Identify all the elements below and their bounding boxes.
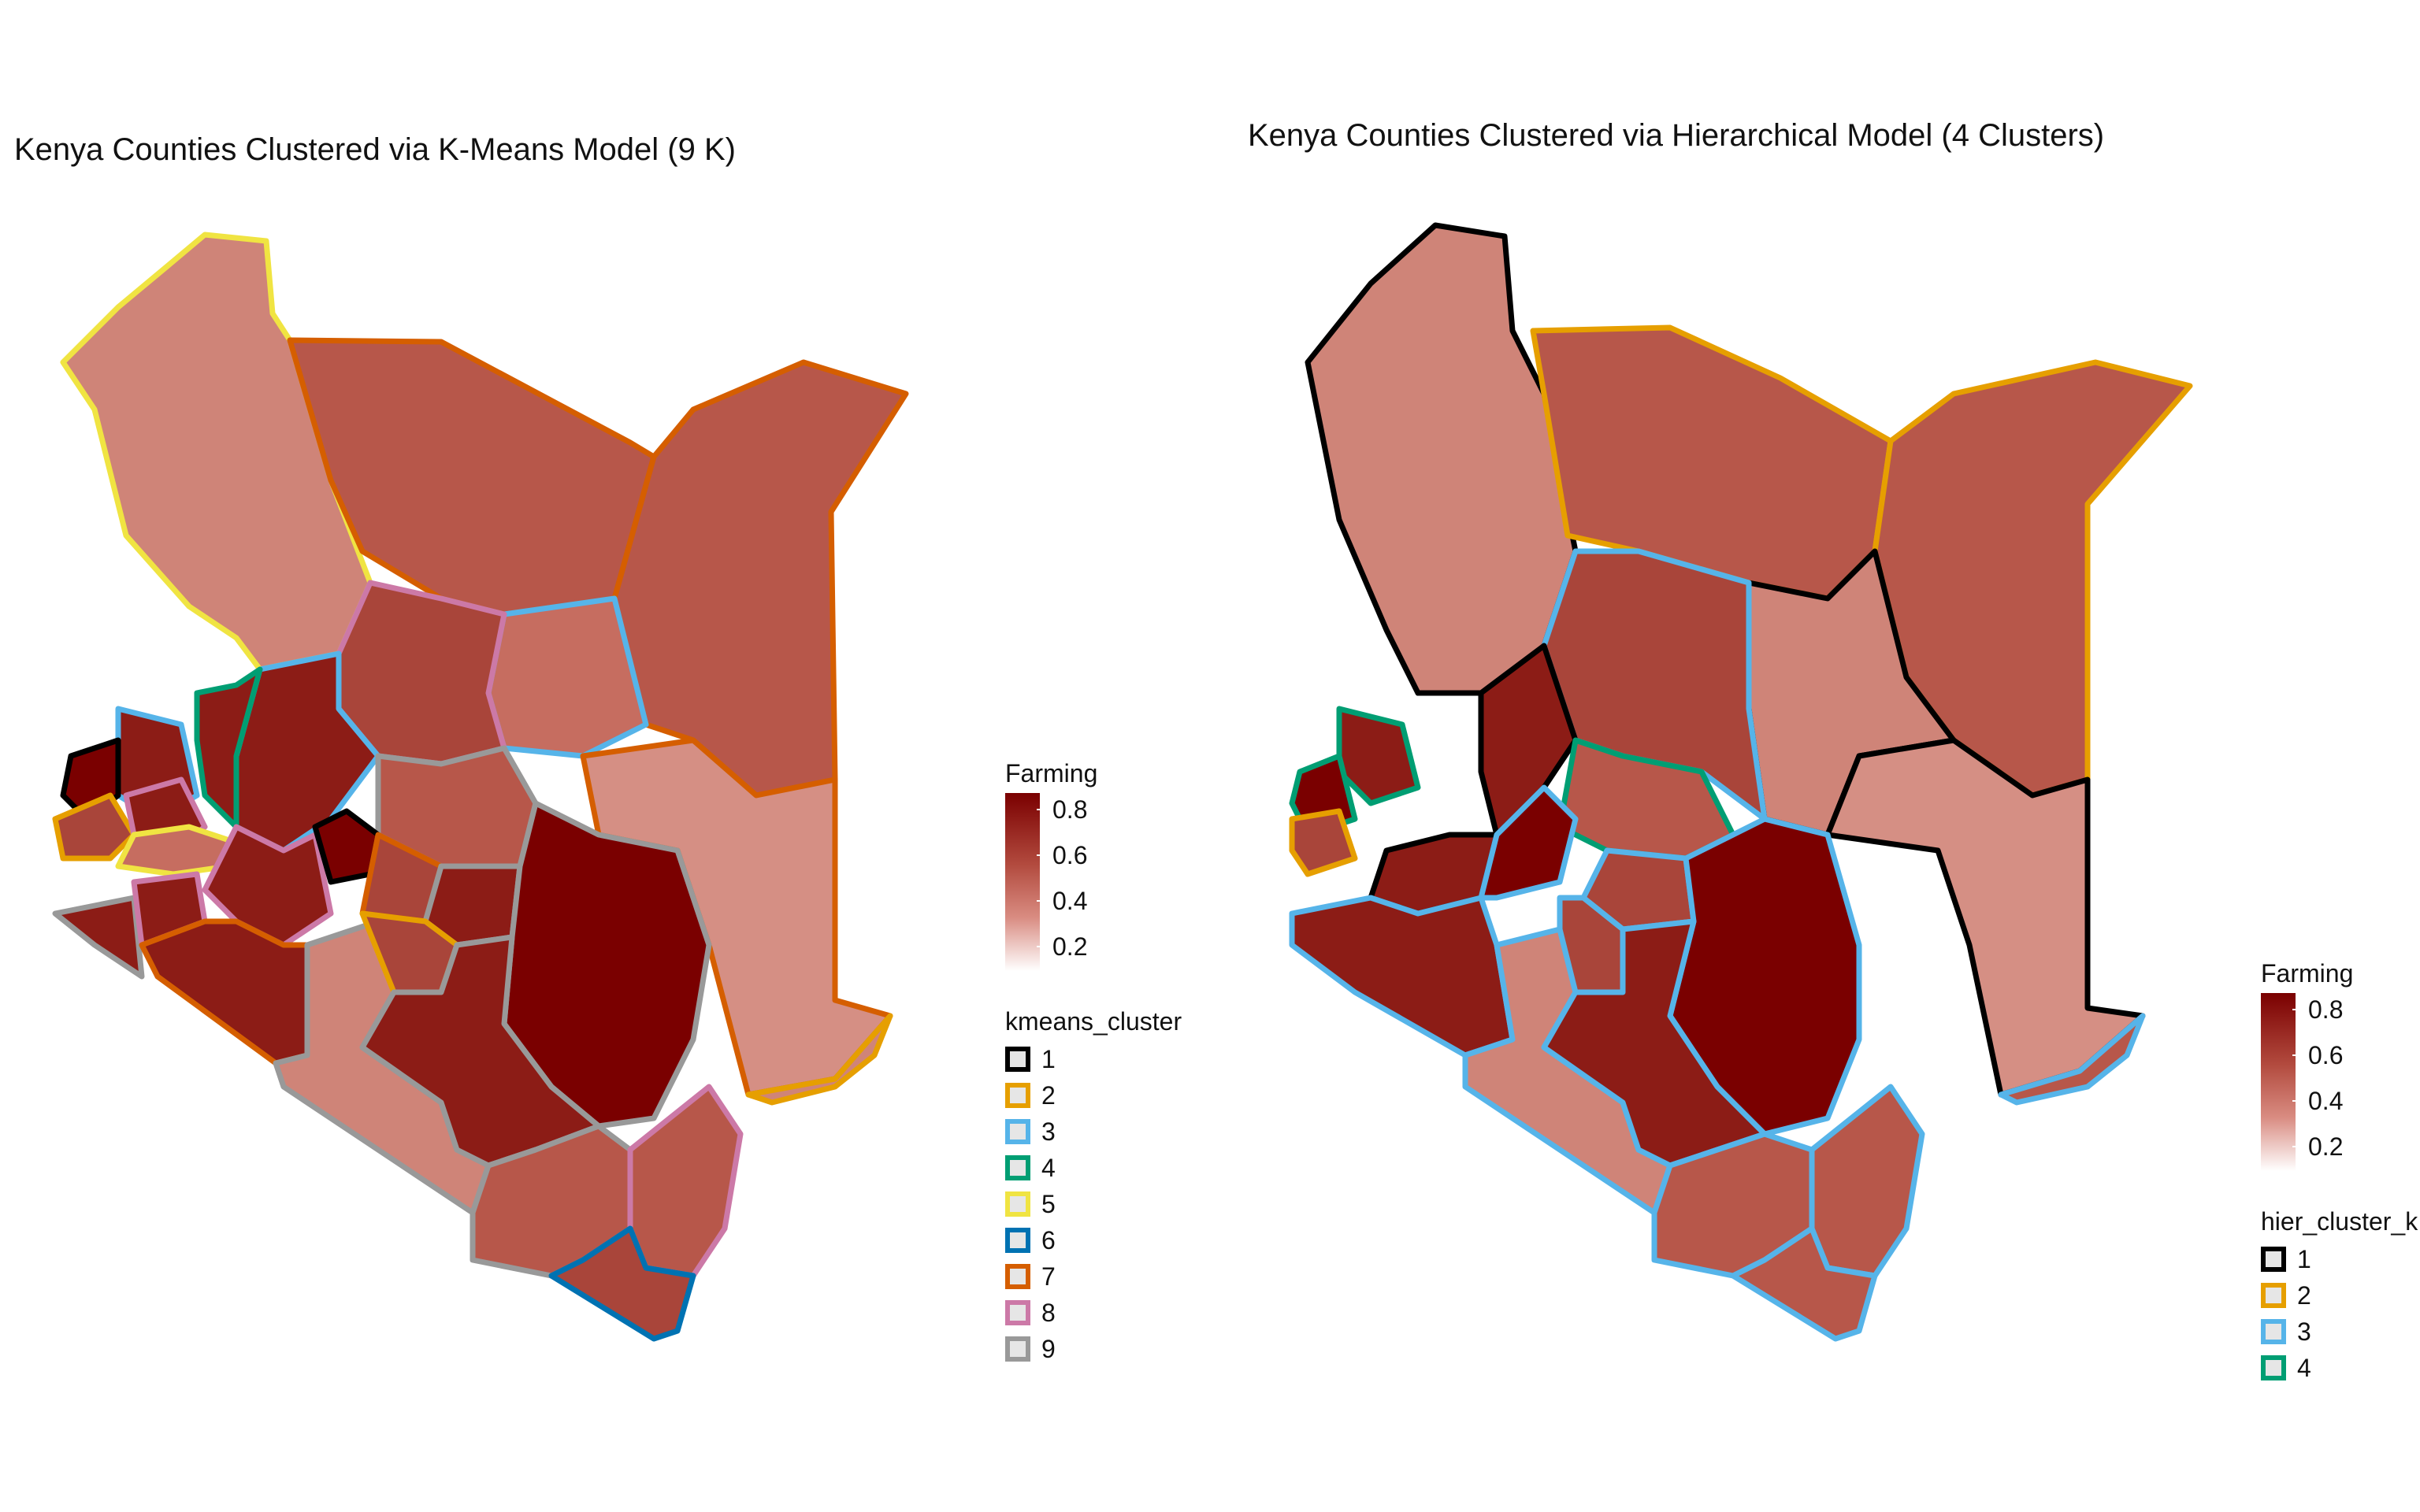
cluster-swatch <box>2261 1319 2286 1344</box>
cluster-key-label: 9 <box>1041 1334 1056 1363</box>
cluster-key-9: 9 <box>1005 1331 1182 1367</box>
colorbar-tick-label: 0.2 <box>1052 932 1088 961</box>
county-narok <box>139 918 318 1066</box>
legend-cluster-title: hier_cluster_k <box>2261 1207 2418 1236</box>
legend-cluster-title: kmeans_cluster <box>1005 1007 1182 1036</box>
legend-fill-title: Farming <box>1005 759 1098 788</box>
cluster-key-label: 3 <box>1041 1117 1056 1146</box>
cluster-swatch <box>1005 1155 1030 1180</box>
colorbar-tick-label: 0.6 <box>1052 841 1088 869</box>
cluster-swatch <box>1005 1119 1030 1144</box>
legend-hierarchical: Farming 0.8 0.6 0.4 0.2 hier_cluster_k 1… <box>2261 959 2418 1386</box>
legend-kmeans: Farming 0.8 0.6 0.4 0.2 kmeans_cluster 1… <box>1005 759 1182 1367</box>
cluster-key-1: 1 <box>2261 1241 2418 1277</box>
cluster-key-4: 4 <box>2261 1350 2418 1386</box>
cluster-key-5: 5 <box>1005 1186 1182 1222</box>
cluster-key-list: 1 2 3 4 <box>2261 1241 2418 1386</box>
cluster-key-2: 2 <box>2261 1277 2418 1314</box>
cluster-swatch <box>1005 1047 1030 1072</box>
cluster-key-label: 7 <box>1041 1262 1056 1291</box>
county-narok-r <box>1289 895 1516 1058</box>
cluster-key-8: 8 <box>1005 1295 1182 1331</box>
legend-fill-title: Farming <box>2261 959 2354 988</box>
cluster-key-3: 3 <box>2261 1314 2418 1350</box>
map-title-kmeans: Kenya Counties Clustered via K-Means Mod… <box>14 132 736 167</box>
county-migori <box>52 895 145 980</box>
county-turkana-r <box>1305 222 1579 696</box>
cluster-swatch <box>1005 1264 1030 1289</box>
colorbar-tick-label: 0.2 <box>2308 1132 2344 1161</box>
cluster-key-list: 1 2 3 4 5 6 7 8 9 <box>1005 1041 1182 1367</box>
cluster-swatch <box>1005 1300 1030 1325</box>
farming-colorbar: 0.8 0.6 0.4 0.2 <box>1005 793 1182 974</box>
map-title-hierarchical: Kenya Counties Clustered via Hierarchica… <box>1248 118 2105 153</box>
county-turkana <box>60 232 373 673</box>
cluster-key-label: 8 <box>1041 1298 1056 1327</box>
county-mandera <box>611 359 909 799</box>
colorbar-tick-label: 0.8 <box>2308 995 2344 1024</box>
county-kwale <box>548 1225 696 1342</box>
cluster-key-1: 1 <box>1005 1041 1182 1077</box>
cluster-swatch <box>2261 1283 2286 1308</box>
colorbar-tick-label: 0.4 <box>2308 1087 2344 1115</box>
hierarchical-map <box>1289 222 2193 1342</box>
cluster-key-label: 2 <box>1041 1080 1056 1110</box>
colorbar-gradient <box>1005 793 1040 971</box>
cluster-key-label: 6 <box>1041 1225 1056 1254</box>
cluster-swatch <box>2261 1355 2286 1380</box>
county-siaya <box>52 792 137 862</box>
cluster-swatch <box>2261 1247 2286 1272</box>
cluster-key-4: 4 <box>1005 1150 1182 1186</box>
cluster-swatch <box>1005 1191 1030 1217</box>
farming-colorbar: 0.8 0.6 0.4 0.2 <box>2261 993 2418 1174</box>
cluster-swatch <box>1005 1228 1030 1253</box>
cluster-key-6: 6 <box>1005 1222 1182 1258</box>
cluster-key-3: 3 <box>1005 1114 1182 1150</box>
county-west-pokot-r <box>1336 706 1421 806</box>
county-mombasa <box>745 1013 893 1106</box>
cluster-key-label: 1 <box>1041 1044 1056 1073</box>
colorbar-tick-label: 0.8 <box>1052 795 1088 824</box>
kmeans-map <box>52 232 909 1342</box>
cluster-key-label: 2 <box>2297 1280 2311 1310</box>
county-west-pokot <box>194 666 263 830</box>
cluster-key-7: 7 <box>1005 1258 1182 1295</box>
cluster-key-label: 4 <box>1041 1153 1056 1182</box>
cluster-key-label: 5 <box>1041 1189 1056 1218</box>
cluster-swatch <box>1005 1336 1030 1362</box>
colorbar-tick-label: 0.4 <box>1052 887 1088 915</box>
cluster-key-label: 4 <box>2297 1353 2311 1382</box>
cluster-swatch <box>1005 1083 1030 1108</box>
cluster-key-2: 2 <box>1005 1077 1182 1114</box>
county-kwale-r <box>1730 1225 1878 1342</box>
county-garissa-r <box>1824 737 2146 1098</box>
colorbar-gradient <box>2261 993 2296 1171</box>
cluster-key-label: 1 <box>2297 1244 2311 1273</box>
county-nakuru <box>202 824 334 948</box>
county-siaya-r <box>1289 808 1358 877</box>
cluster-key-label: 3 <box>2297 1317 2311 1346</box>
county-mombasa-r <box>1998 1013 2146 1106</box>
colorbar-tick-label: 0.6 <box>2308 1041 2344 1069</box>
county-wajir <box>485 595 649 759</box>
